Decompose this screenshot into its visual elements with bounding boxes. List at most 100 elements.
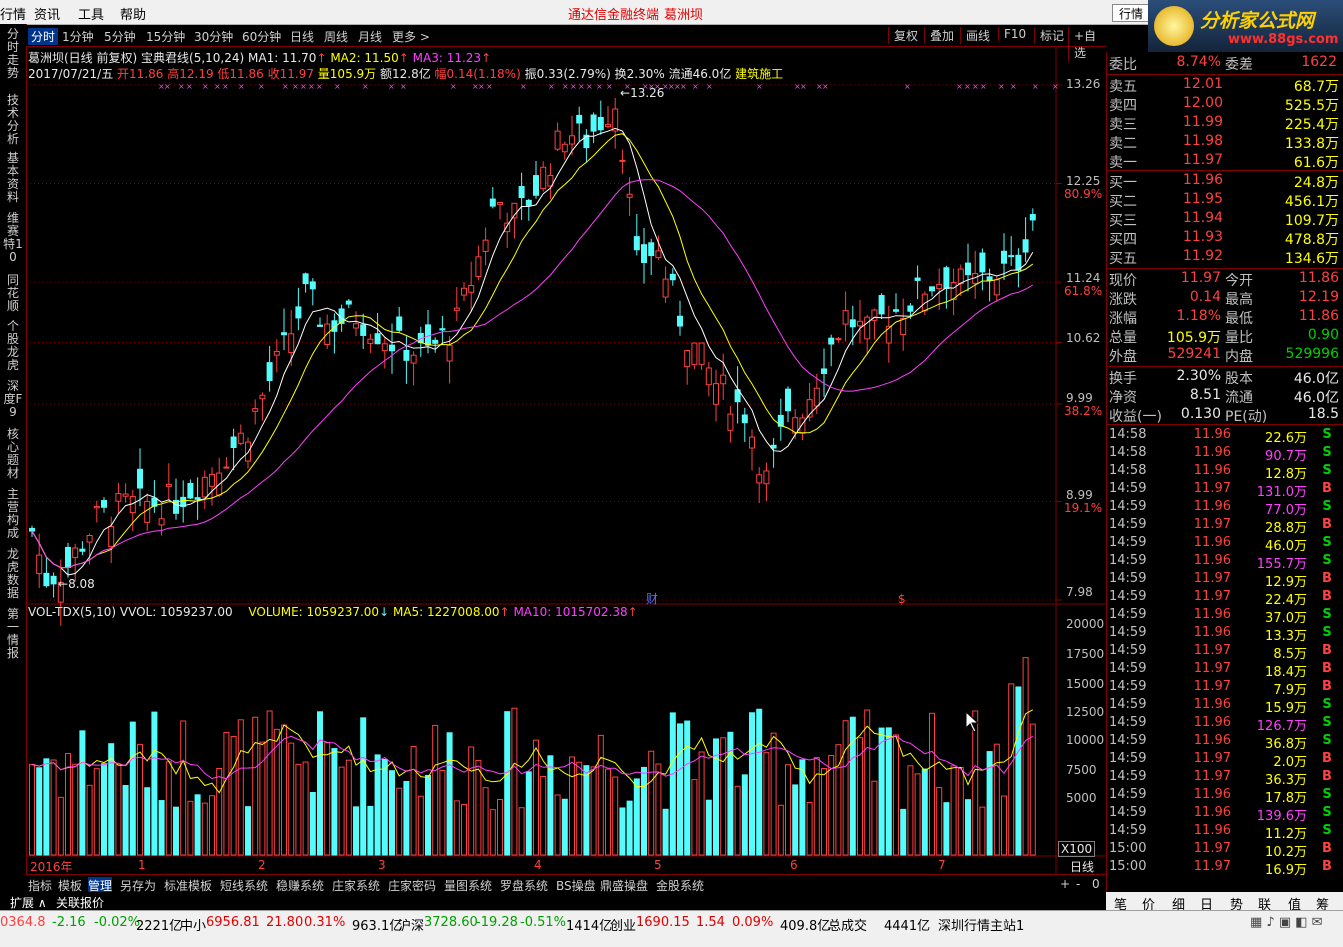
add-favorite-button[interactable]: +自选: [1068, 27, 1106, 61]
vtab-intraday[interactable]: 分时走势: [6, 27, 19, 80]
rtab-trend[interactable]: 势: [1230, 898, 1244, 913]
candle: [799, 413, 806, 441]
menu-tools[interactable]: 工具: [78, 8, 105, 23]
vtab-technical[interactable]: 技术分析: [6, 93, 19, 146]
rtab-price[interactable]: 价: [1142, 898, 1156, 913]
rtab-link[interactable]: 联: [1258, 898, 1272, 913]
buy-level[interactable]: 买二 11.95 456.1万: [1109, 191, 1341, 210]
related-quotes-tab[interactable]: 关联报价: [56, 896, 105, 910]
draw-line-button[interactable]: 画线: [960, 27, 990, 44]
overlay-button[interactable]: 叠加: [924, 27, 954, 44]
vtab-first-intel[interactable]: 第一情报: [6, 607, 19, 660]
stock-name-tab[interactable]: 葛洲坝: [664, 8, 704, 23]
vtab-weisaite[interactable]: 维赛特10: [3, 211, 23, 264]
sell-price: 11.97: [1182, 152, 1223, 168]
itab-indicator[interactable]: 指标: [28, 879, 53, 893]
tick-price: 11.96: [1193, 697, 1231, 712]
buy-level[interactable]: 买五 11.92 134.6万: [1109, 248, 1341, 267]
itab-profit-system[interactable]: 稳赚系统: [276, 879, 325, 893]
candle: [497, 201, 503, 220]
sell-level[interactable]: 卖五 12.01 68.7万: [1109, 76, 1341, 95]
itab-volume-system[interactable]: 量图系统: [444, 879, 493, 893]
stat-row: 外盘 529241 内盘 529996: [1109, 346, 1341, 365]
vtab-core-theme[interactable]: 核心题材: [6, 427, 19, 480]
candle: [691, 342, 698, 370]
itab-short-system[interactable]: 短线系统: [220, 879, 269, 893]
zx-index[interactable]: 6956.81: [206, 915, 260, 930]
itab-compass-system[interactable]: 罗盘系统: [500, 879, 549, 893]
sell-level[interactable]: 卖一 11.97 61.6万: [1109, 152, 1341, 171]
zoom-in-button[interactable]: +: [1060, 877, 1071, 891]
itab-bs-trade[interactable]: BS操盘: [556, 879, 596, 893]
stat-value: 529996: [1285, 346, 1339, 362]
volume-bar: [785, 764, 791, 856]
expand-tab[interactable]: 扩展 ∧: [10, 896, 47, 910]
period-30min[interactable]: 30分钟: [194, 30, 234, 44]
restore-rights-button[interactable]: 复权: [888, 27, 918, 44]
zoom-out-button[interactable]: -: [1076, 877, 1081, 891]
vtab-basic-info[interactable]: 基本资料: [6, 151, 19, 204]
period-more[interactable]: 更多 >: [392, 30, 430, 44]
tick-row: 14:59 11.97 8.5万 B: [1109, 643, 1341, 662]
chart-canvas[interactable]: × × × × × × × × × × × × × × × × × × × × × × × × × × × × × × × × × × × × × × × ×…: [26, 47, 1106, 874]
vol-ma5-value: MA5: 1227008.00: [392, 605, 500, 619]
hs-index[interactable]: 3728.60: [424, 915, 478, 930]
menu-help[interactable]: 帮助: [120, 8, 147, 23]
sh-index[interactable]: 0364.8: [0, 915, 46, 930]
candle: [914, 265, 921, 300]
vtab-main-business[interactable]: 主营构成: [6, 487, 19, 540]
volume-bar: [482, 787, 489, 856]
period-monthly[interactable]: 月线: [358, 30, 383, 44]
period-15min[interactable]: 15分钟: [146, 30, 186, 44]
menu-info[interactable]: 资讯: [34, 8, 61, 23]
rtab-chips[interactable]: 筹: [1316, 898, 1330, 913]
itab-golden-stock[interactable]: 金股系统: [656, 879, 705, 893]
itab-template[interactable]: 模板: [58, 879, 83, 893]
volume-bar: [554, 794, 561, 856]
buy-level[interactable]: 买四 11.93 478.8万: [1109, 229, 1341, 248]
sell-level[interactable]: 卖二 11.98 133.8万: [1109, 133, 1341, 152]
volume-bar: [425, 774, 431, 856]
tick-price: 11.97: [1193, 589, 1231, 604]
period-weekly[interactable]: 周线: [324, 30, 349, 44]
vtab-depth-f9[interactable]: 深度F9: [3, 379, 23, 419]
candle: [302, 272, 309, 293]
server-name[interactable]: 深圳行情主站1: [938, 919, 1025, 934]
itab-dingsheng[interactable]: 鼎盛操盘: [600, 879, 649, 893]
rtab-tick[interactable]: 笔: [1114, 898, 1128, 913]
right-market-tab[interactable]: 行情: [1112, 4, 1150, 22]
sell-level[interactable]: 卖三 11.99 225.4万: [1109, 114, 1341, 133]
period-5min[interactable]: 5分钟: [104, 30, 136, 44]
f10-button[interactable]: F10: [998, 27, 1026, 41]
buy-level[interactable]: 买一 11.96 24.8万: [1109, 172, 1341, 191]
rtab-detail[interactable]: 细: [1172, 898, 1186, 913]
period-daily[interactable]: 日线: [290, 30, 315, 44]
rtab-value[interactable]: 值: [1288, 898, 1302, 913]
kline-chart[interactable]: × × × × × × × × × × × × × × × × × × × × × × × × × × × × × × × × × × × × × × × ×…: [26, 47, 1106, 874]
vtab-dragon-tiger[interactable]: 个股龙虎: [6, 319, 19, 372]
itab-save-as[interactable]: 另存为: [120, 879, 157, 893]
dividend-marker[interactable]: $: [898, 592, 906, 606]
period-intraday[interactable]: 分时: [28, 28, 59, 45]
sector-name[interactable]: 建筑施工: [735, 67, 784, 81]
rtab-daily[interactable]: 日: [1200, 898, 1214, 913]
period-1min[interactable]: 1分钟: [62, 30, 94, 44]
vtab-dragon-data[interactable]: 龙虎数据: [6, 547, 19, 600]
zoom-reset-button[interactable]: 0: [1092, 877, 1100, 891]
candle: [230, 428, 237, 471]
itab-manage[interactable]: 管理: [88, 877, 113, 894]
vtab-tonghuashun[interactable]: 同花顺: [6, 273, 19, 313]
itab-dealer-system[interactable]: 庄家系统: [332, 879, 381, 893]
period-60min[interactable]: 60分钟: [242, 30, 282, 44]
menu-market[interactable]: 行情: [0, 8, 27, 23]
finance-marker[interactable]: 财: [646, 592, 659, 606]
sell-level[interactable]: 卖四 12.00 525.5万: [1109, 95, 1341, 114]
itab-dealer-code[interactable]: 庄家密码: [388, 879, 437, 893]
mark-button[interactable]: 标记: [1034, 27, 1064, 44]
buy-level[interactable]: 买三 11.94 109.7万: [1109, 210, 1341, 229]
itab-standard-template[interactable]: 标准模板: [164, 879, 213, 893]
candle: [864, 314, 871, 355]
tray-icons[interactable]: ▦ ♪ ▣ ◧ ✉: [1250, 915, 1323, 930]
candle: [360, 313, 367, 349]
cy-index[interactable]: 1690.15: [636, 915, 690, 930]
